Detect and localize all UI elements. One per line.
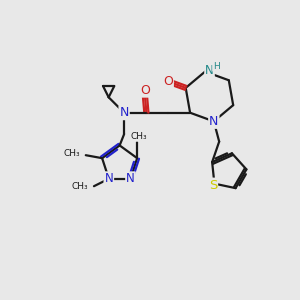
Text: O: O xyxy=(163,75,173,88)
Text: CH₃: CH₃ xyxy=(64,149,80,158)
Text: N: N xyxy=(119,106,129,119)
Text: CH₃: CH₃ xyxy=(72,182,88,191)
Text: N: N xyxy=(205,64,214,76)
Text: S: S xyxy=(209,178,217,192)
Text: O: O xyxy=(140,84,150,97)
Text: N: N xyxy=(209,115,218,128)
Text: H: H xyxy=(213,62,220,71)
Text: CH₃: CH₃ xyxy=(130,132,147,141)
Text: N: N xyxy=(104,172,113,185)
Text: N: N xyxy=(126,172,135,185)
